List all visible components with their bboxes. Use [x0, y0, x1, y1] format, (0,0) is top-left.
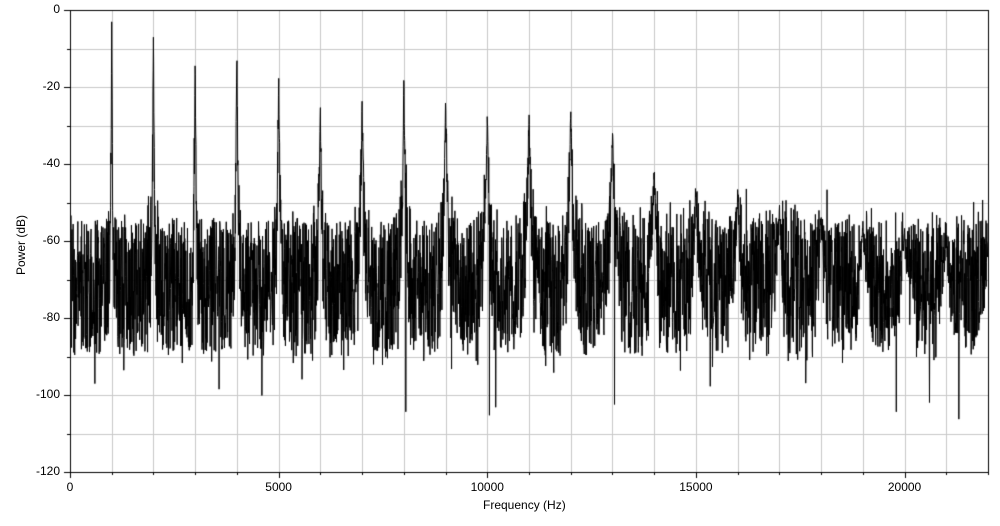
y-tick-label: -80 — [20, 310, 60, 324]
x-tick-label: 15000 — [666, 480, 726, 494]
y-tick-label: -40 — [20, 156, 60, 170]
y-tick-label: -20 — [20, 79, 60, 93]
y-tick-label: -60 — [20, 233, 60, 247]
x-axis-label: Frequency (Hz) — [483, 498, 566, 512]
plot-canvas — [0, 0, 1000, 526]
x-tick-label: 10000 — [457, 480, 517, 494]
spectrum-chart: Power (dB) Frequency (Hz) 0-20-40-60-80-… — [0, 0, 1000, 526]
y-tick-label: -100 — [20, 387, 60, 401]
x-tick-label: 5000 — [249, 480, 309, 494]
x-tick-label: 0 — [40, 480, 100, 494]
y-tick-label: -120 — [20, 464, 60, 478]
x-tick-label: 20000 — [875, 480, 935, 494]
y-tick-label: 0 — [20, 2, 60, 16]
